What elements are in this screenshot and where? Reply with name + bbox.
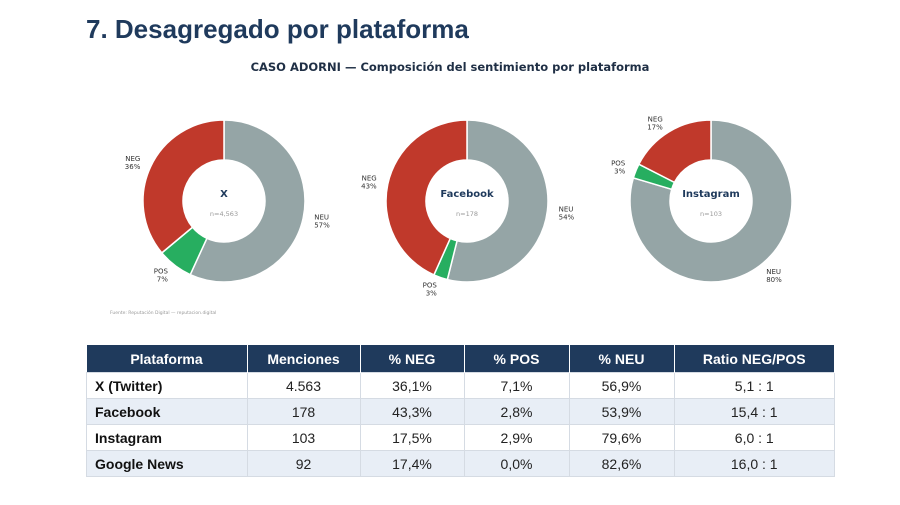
slice-neg (385, 119, 468, 276)
cell-pos: 0,0% (463, 450, 570, 477)
table-row: Instagram 103 17,5% 2,9% 79,6% 6,0 : 1 (86, 424, 835, 451)
table-row: Facebook 178 43,3% 2,8% 53,9% 15,4 : 1 (86, 398, 835, 425)
cell-neu: 56,9% (568, 372, 675, 399)
cell-pos: 7,1% (463, 372, 570, 399)
page-title: 7. Desagregado por plataforma (86, 14, 469, 44)
donut-count: n=178 (456, 210, 478, 218)
cell-ratio: 15,4 : 1 (673, 398, 835, 425)
table-row: Google News 92 17,4% 0,0% 82,6% 16,0 : 1 (86, 450, 835, 477)
slice-value-label: 54% (559, 213, 575, 221)
cell-platform: Google News (86, 450, 248, 477)
slice-label: POS (423, 281, 438, 289)
slice-value-label: 36% (125, 163, 141, 171)
slice-neg (637, 119, 712, 184)
cell-ratio: 6,0 : 1 (673, 424, 835, 451)
slice-value-label: 80% (766, 276, 782, 284)
slice-value-label: 3% (426, 289, 437, 297)
cell-platform: Facebook (86, 398, 248, 425)
cell-neu: 53,9% (568, 398, 675, 425)
platform-table: Plataforma Menciones % NEG % POS % NEU R… (86, 345, 835, 477)
slice-value-label: 57% (314, 222, 330, 230)
donut-title: Instagram (682, 189, 740, 200)
slice-label: NEU (314, 214, 329, 222)
header-neu: % NEU (569, 345, 675, 373)
slice-value-label: 17% (647, 123, 663, 131)
donut-title: X (220, 189, 228, 200)
slice-label: NEG (648, 115, 663, 123)
donut-count: n=4,563 (210, 210, 238, 218)
cell-platform: X (Twitter) (86, 372, 248, 399)
cell-pos: 2,9% (463, 424, 570, 451)
slice-neu (446, 119, 549, 283)
cell-neu: 82,6% (568, 450, 675, 477)
header-ratio: Ratio NEG/POS (674, 345, 835, 373)
slice-neu (189, 119, 306, 283)
slice-label: NEG (362, 175, 377, 183)
cell-mentions: 92 (246, 450, 361, 477)
cell-ratio: 16,0 : 1 (673, 450, 835, 477)
table-row: X (Twitter) 4.563 36,1% 7,1% 56,9% 5,1 : 1 (86, 372, 835, 399)
slice-neu (629, 119, 793, 283)
cell-mentions: 178 (246, 398, 361, 425)
donut-charts: NEU57%POS7%NEG36%Xn=4,563NEU54%POS3%NEG4… (125, 115, 793, 297)
cell-neg: 17,5% (359, 424, 465, 451)
slice-label: NEU (559, 205, 574, 213)
slice-label: POS (611, 160, 626, 168)
cell-neg: 43,3% (359, 398, 465, 425)
slice-label: POS (154, 267, 169, 275)
cell-neu: 79,6% (568, 424, 675, 451)
header-platform: Plataforma (86, 345, 248, 373)
header-pos: % POS (464, 345, 570, 373)
slice-value-label: 3% (614, 168, 625, 176)
slice-label: NEU (766, 268, 781, 276)
slice-neg (142, 119, 225, 254)
cell-neg: 17,4% (359, 450, 465, 477)
donut-title: Facebook (440, 189, 494, 200)
donut-count: n=103 (700, 210, 722, 218)
slice-value-label: 43% (361, 183, 377, 191)
slice-value-label: 7% (157, 275, 168, 283)
chart-title: CASO ADORNI — Composición del sentimient… (250, 60, 650, 74)
cell-pos: 2,8% (463, 398, 570, 425)
cell-ratio: 5,1 : 1 (673, 372, 835, 399)
source-note: Fuente: Reputación Digital — reputacion.… (110, 311, 217, 316)
cell-mentions: 4.563 (246, 372, 361, 399)
cell-neg: 36,1% (359, 372, 465, 399)
slice-label: NEG (125, 155, 140, 163)
cell-mentions: 103 (246, 424, 361, 451)
header-neg: % NEG (360, 345, 465, 373)
cell-platform: Instagram (86, 424, 248, 451)
header-mentions: Menciones (247, 345, 361, 373)
